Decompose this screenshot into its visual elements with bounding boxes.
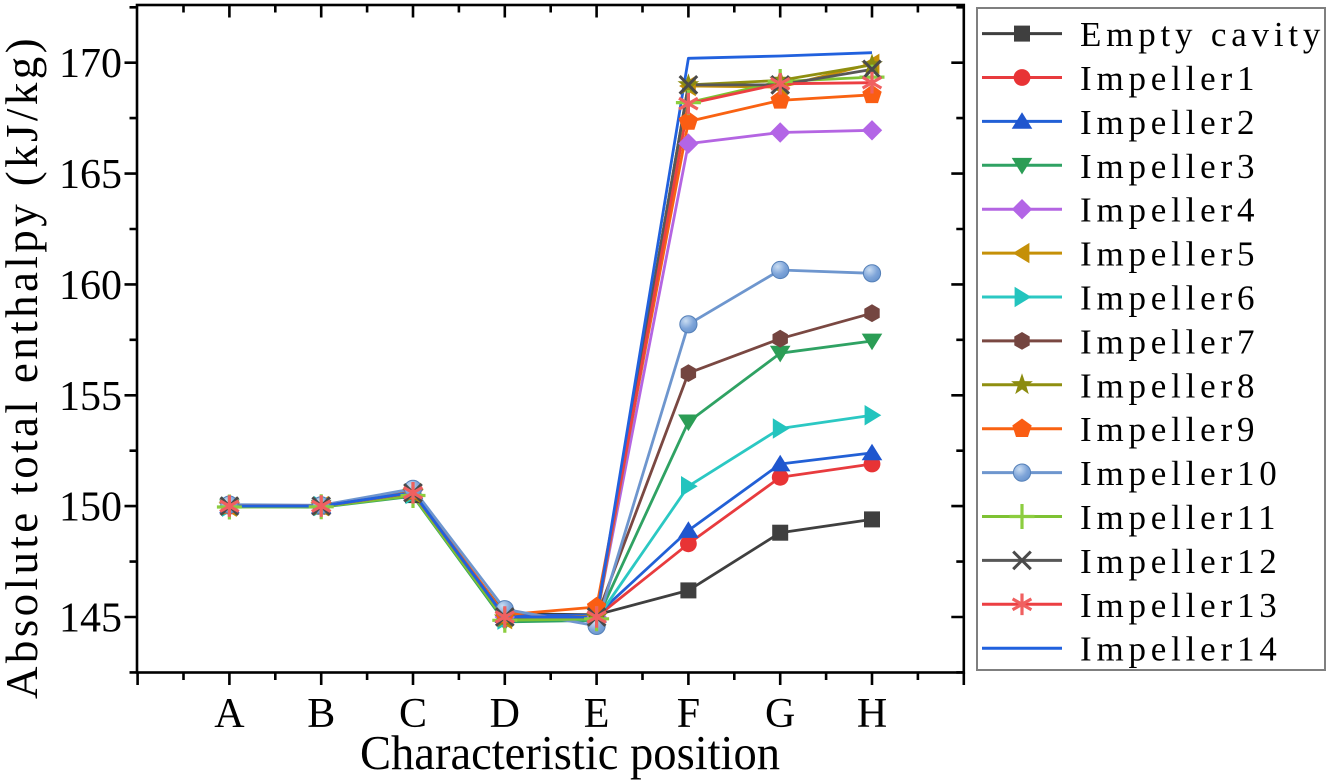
svg-text:160: 160 xyxy=(59,263,122,309)
svg-text:Impeller7: Impeller7 xyxy=(1080,322,1259,361)
svg-text:Impeller4: Impeller4 xyxy=(1080,191,1259,230)
svg-text:Impeller12: Impeller12 xyxy=(1080,542,1282,581)
svg-text:Empty cavity: Empty cavity xyxy=(1080,15,1325,54)
svg-text:E: E xyxy=(584,691,610,737)
svg-text:Impeller8: Impeller8 xyxy=(1080,366,1259,405)
svg-text:Impeller13: Impeller13 xyxy=(1080,586,1282,625)
svg-text:145: 145 xyxy=(59,596,122,642)
svg-text:Impeller11: Impeller11 xyxy=(1080,498,1280,537)
svg-text:H: H xyxy=(857,691,887,737)
svg-text:B: B xyxy=(307,691,335,737)
svg-text:Impeller9: Impeller9 xyxy=(1080,410,1259,449)
svg-text:Impeller10: Impeller10 xyxy=(1080,454,1282,493)
svg-text:155: 155 xyxy=(59,374,122,420)
svg-text:Impeller6: Impeller6 xyxy=(1080,279,1259,318)
svg-text:Impeller14: Impeller14 xyxy=(1080,630,1282,669)
svg-text:C: C xyxy=(399,691,427,737)
svg-text:Impeller3: Impeller3 xyxy=(1080,147,1259,186)
svg-text:A: A xyxy=(214,691,245,737)
svg-text:170: 170 xyxy=(59,41,122,87)
svg-text:G: G xyxy=(765,691,795,737)
svg-text:Characteristic position: Characteristic position xyxy=(360,726,780,780)
svg-text:165: 165 xyxy=(59,152,122,198)
svg-text:Impeller2: Impeller2 xyxy=(1080,103,1259,142)
svg-text:F: F xyxy=(677,691,700,737)
svg-text:D: D xyxy=(490,691,520,737)
svg-text:Impeller1: Impeller1 xyxy=(1080,59,1259,98)
svg-text:Absolute total enthalpy (kJ/kg: Absolute total enthalpy (kJ/kg) xyxy=(0,35,47,699)
svg-text:Impeller5: Impeller5 xyxy=(1080,235,1259,274)
svg-text:150: 150 xyxy=(59,485,122,531)
